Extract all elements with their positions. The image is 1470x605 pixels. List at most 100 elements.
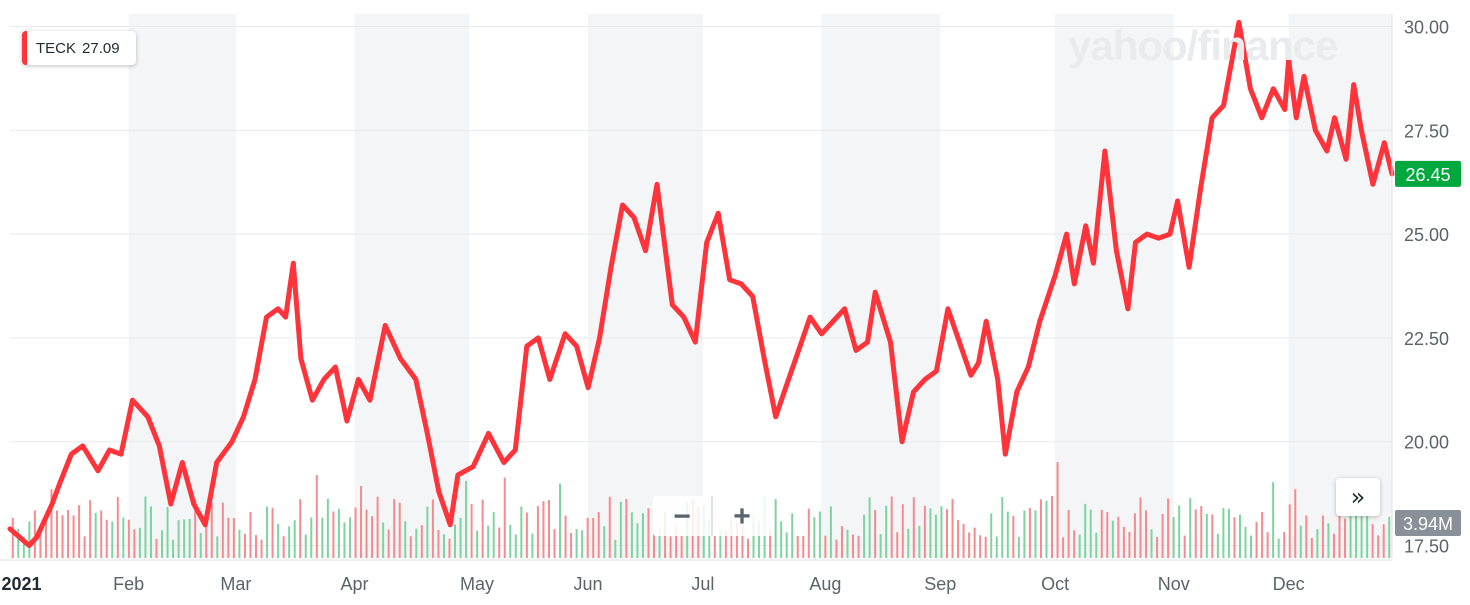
volume-bar [1128, 531, 1131, 558]
volume-bar [1283, 532, 1286, 558]
volume-bar [387, 529, 390, 558]
x-tick-label: Nov [1158, 574, 1190, 594]
volume-bar [868, 497, 871, 558]
volume-bar [934, 514, 937, 558]
volume-bar [61, 515, 64, 558]
volume-bar [17, 529, 20, 558]
volume-bar [1332, 533, 1335, 558]
volume-bar [1017, 537, 1020, 558]
volume-bar [1139, 497, 1142, 558]
volume-bar [55, 510, 58, 558]
volume-bar [1305, 515, 1308, 558]
volume-bar [1388, 516, 1391, 558]
volume-bar [105, 519, 108, 558]
volume-bar [299, 499, 302, 558]
volume-bar [321, 517, 324, 558]
volume-bar [304, 534, 307, 558]
volume-bar [929, 508, 932, 558]
volume-bar [575, 529, 578, 558]
volume-bar [1349, 495, 1352, 558]
volume-bar [332, 511, 335, 558]
volume-bar [1189, 498, 1192, 558]
volume-bar [918, 525, 921, 558]
axis-badges: 26.45 3.94M [1395, 160, 1461, 536]
volume-bar [249, 511, 252, 558]
volume-bar [1156, 536, 1159, 558]
volume-bar [1062, 537, 1065, 558]
volume-bar [277, 523, 280, 558]
volume-bar [829, 506, 832, 558]
volume-bar [724, 530, 727, 558]
volume-bar [1255, 521, 1258, 558]
volume-bar [1117, 516, 1120, 558]
last-price-label: 26.45 [1405, 165, 1450, 185]
volume-bar [1227, 508, 1230, 558]
volume-bar [796, 535, 799, 558]
volume-bar [166, 506, 169, 558]
volume-bar [995, 536, 998, 558]
volume-bar [951, 498, 954, 558]
volume-bar [94, 512, 97, 558]
volume-bar [1145, 510, 1148, 558]
volume-bar [1001, 497, 1004, 558]
zoom-in-button[interactable]: + [713, 496, 771, 536]
volume-bar [487, 525, 490, 558]
volume-bar [210, 502, 213, 558]
volume-bar [1211, 514, 1214, 558]
legend-ticker[interactable]: TECK 27.09 [22, 31, 136, 65]
volume-bar [1377, 535, 1380, 558]
volume-bar [409, 536, 412, 558]
volume-bar [50, 489, 53, 558]
volume-bar [813, 517, 816, 558]
zoom-separator [711, 496, 713, 536]
volume-bar [161, 530, 164, 558]
volume-bar [1250, 535, 1253, 558]
volume-bar [144, 496, 147, 558]
volume-bar [979, 535, 982, 558]
scroll-to-latest-button[interactable]: » [1336, 478, 1380, 516]
y-tick-label: 30.00 [1404, 17, 1449, 37]
volume-bar [310, 517, 313, 558]
volume-bar [221, 502, 224, 558]
volume-bar [89, 500, 92, 558]
volume-bar [28, 521, 31, 558]
volume-bar [758, 520, 761, 558]
volume-bar [72, 515, 75, 558]
zoom-control: − + [653, 496, 773, 536]
volume-bar [1316, 529, 1319, 558]
volume-bar [271, 507, 274, 558]
volume-bar [1277, 538, 1280, 558]
volume-bar [348, 517, 351, 558]
volume-bar [542, 501, 545, 558]
volume-bar [172, 539, 175, 558]
volume-bar [1344, 518, 1347, 558]
volume-bar [1095, 532, 1098, 558]
volume-bar [1161, 513, 1164, 558]
last-price-badge [1395, 160, 1461, 187]
volume-bar [564, 515, 567, 558]
volume-bar [199, 533, 202, 558]
volume-bar [840, 526, 843, 558]
volume-bar [315, 475, 318, 558]
zoom-out-button[interactable]: − [653, 496, 711, 536]
volume-bar [1167, 498, 1170, 558]
volume-bar [382, 522, 385, 558]
x-tick-label: Jul [691, 574, 714, 594]
volume-bar [907, 528, 910, 558]
volume-bar [1045, 500, 1048, 558]
volume-bar [1382, 524, 1385, 558]
volume-bar [752, 515, 755, 558]
volume-bar [608, 496, 611, 558]
volume-bar [769, 529, 772, 558]
volume-bar [1266, 532, 1269, 558]
volume-bar [503, 477, 506, 558]
volume-bar [448, 538, 451, 558]
volume-bar [343, 522, 346, 558]
volume-bar [498, 527, 501, 558]
volume-bar [885, 505, 888, 558]
volume-bar [232, 518, 235, 558]
volume-bar [431, 499, 434, 558]
volume-bar [1133, 513, 1136, 558]
